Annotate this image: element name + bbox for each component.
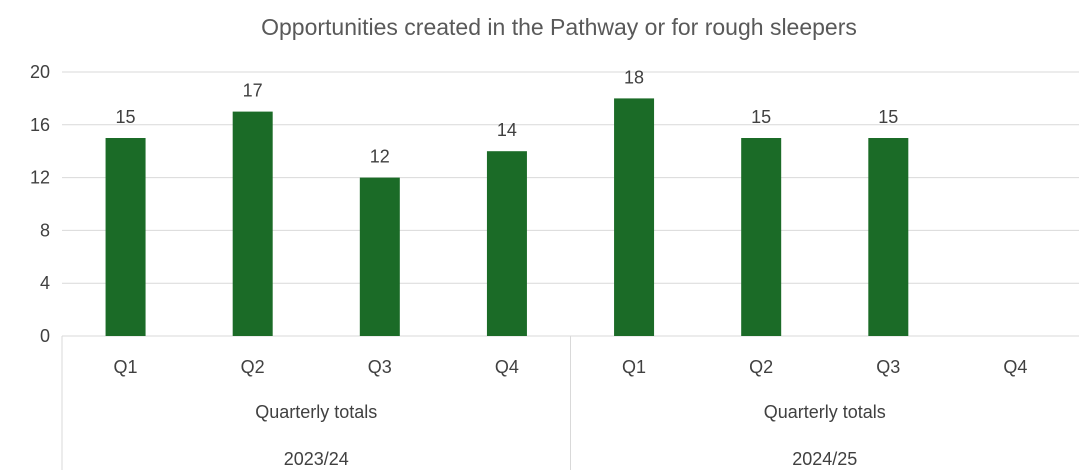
y-tick-label-0: 0 bbox=[40, 326, 50, 346]
bar-4 bbox=[486, 151, 527, 336]
chart-title: Opportunities created in the Pathway or … bbox=[261, 14, 857, 40]
x-tick-label-6: Q2 bbox=[749, 357, 773, 377]
year-label-1: 2023/24 bbox=[284, 449, 349, 469]
group-label-1: Quarterly totals bbox=[255, 402, 377, 422]
year-label-2: 2024/25 bbox=[792, 449, 857, 469]
y-tick-label-8: 8 bbox=[40, 220, 50, 240]
x-tick-label-1: Q1 bbox=[114, 357, 138, 377]
data-label-3: 12 bbox=[370, 147, 390, 167]
y-tick-label-12: 12 bbox=[30, 168, 50, 188]
bar-1 bbox=[105, 138, 146, 336]
data-label-5: 18 bbox=[624, 67, 644, 87]
data-labels: 15 17 12 14 18 15 15 bbox=[116, 67, 899, 166]
x-axis: Q1 Q2 Q3 Q4 Q1 Q2 Q3 Q4 Quarterly totals 2023/24 Q… bbox=[61, 336, 1027, 470]
x-tick-label-7: Q3 bbox=[876, 357, 900, 377]
y-axis-ticks: 0 4 8 12 16 20 bbox=[30, 62, 50, 346]
bar-7 bbox=[868, 138, 909, 336]
data-label-1: 15 bbox=[116, 107, 136, 127]
gridlines bbox=[62, 71, 1079, 337]
bar-2 bbox=[232, 111, 273, 336]
bar-5 bbox=[614, 98, 655, 337]
x-tick-label-5: Q1 bbox=[622, 357, 646, 377]
bars bbox=[105, 98, 909, 337]
data-label-6: 15 bbox=[751, 107, 771, 127]
x-tick-label-8: Q4 bbox=[1003, 357, 1027, 377]
x-tick-label-4: Q4 bbox=[495, 357, 519, 377]
data-label-7: 15 bbox=[878, 107, 898, 127]
bar-3 bbox=[359, 177, 400, 336]
data-label-2: 17 bbox=[243, 81, 263, 101]
y-tick-label-4: 4 bbox=[40, 273, 50, 293]
data-label-4: 14 bbox=[497, 120, 517, 140]
x-tick-label-3: Q3 bbox=[368, 357, 392, 377]
y-tick-label-16: 16 bbox=[30, 115, 50, 135]
group-label-2: Quarterly totals bbox=[764, 402, 886, 422]
bar-6 bbox=[741, 138, 782, 336]
x-tick-label-2: Q2 bbox=[241, 357, 265, 377]
y-tick-label-20: 20 bbox=[30, 62, 50, 82]
